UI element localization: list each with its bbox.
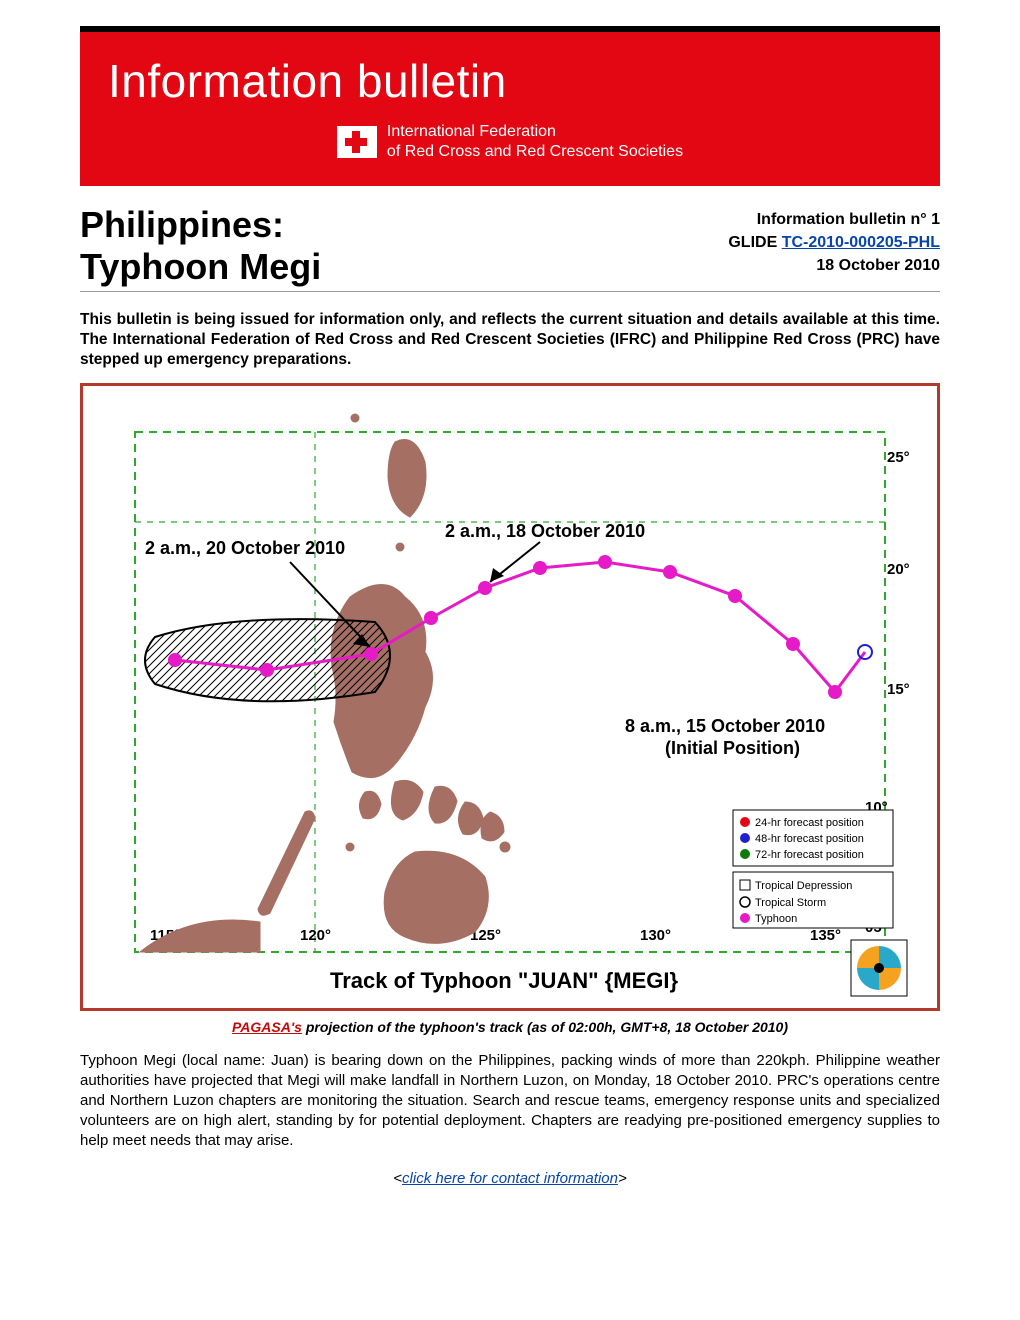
- lead-paragraph: This bulletin is being issued for inform…: [80, 310, 940, 369]
- document-page: Information bulletin International Feder…: [0, 0, 1020, 1227]
- legend-item: 72-hr forecast position: [755, 849, 864, 861]
- track-point: [424, 611, 438, 625]
- initial-position-label: 8 a.m., 15 October 2010: [625, 716, 825, 736]
- bulletin-date: 18 October 2010: [816, 257, 940, 274]
- federation-line2: of Red Cross and Red Crescent Societies: [387, 143, 683, 160]
- track-point: [598, 555, 612, 569]
- track-point: [364, 647, 378, 661]
- legend-item: Typhoon: [755, 913, 797, 925]
- lat-tick: 25°: [887, 449, 910, 466]
- track-point: [478, 581, 492, 595]
- title-line1: Philippines:: [80, 204, 284, 245]
- track-point: [828, 685, 842, 699]
- legend-item: Tropical Depression: [755, 880, 852, 892]
- federation-line: International Federation of Red Cross an…: [108, 122, 912, 164]
- arrowhead-icon: [490, 568, 504, 582]
- map-title: Track of Typhoon "JUAN" {MEGI}: [330, 968, 678, 993]
- lat-tick: 20°: [887, 561, 910, 578]
- track-point: [168, 653, 182, 667]
- lon-tick: 135°: [810, 927, 841, 944]
- glide-prefix: GLIDE: [728, 234, 781, 251]
- lon-tick: 120°: [300, 927, 331, 944]
- initial-position-label2: (Initial Position): [665, 738, 800, 758]
- lon-tick: 130°: [640, 927, 671, 944]
- glide-link[interactable]: TC-2010-000205-PHL: [782, 234, 940, 251]
- banner-title: Information bulletin: [108, 54, 912, 108]
- track-point: [728, 589, 742, 603]
- map-legend: 24-hr forecast position 48-hr forecast p…: [733, 810, 893, 928]
- pagasa-logo-icon: [851, 940, 907, 996]
- title-meta: Information bulletin n° 1 GLIDE TC-2010-…: [728, 204, 940, 278]
- federation-line1: International Federation: [387, 123, 556, 140]
- title-line2: Typhoon Megi: [80, 246, 321, 287]
- legend-item: 48-hr forecast position: [755, 833, 864, 845]
- contact-suffix: >: [618, 1170, 627, 1187]
- banner: Information bulletin International Feder…: [80, 26, 940, 186]
- track-point: [533, 561, 547, 575]
- info-bulletin-number: Information bulletin n° 1: [757, 211, 940, 228]
- contact-prefix: <: [393, 1170, 402, 1187]
- track-point: [786, 637, 800, 651]
- federation-text: International Federation of Red Cross an…: [387, 122, 683, 162]
- title-row: Philippines: Typhoon Megi Information bu…: [80, 198, 940, 292]
- track-point: [663, 565, 677, 579]
- track-point: [260, 663, 274, 677]
- typhoon-track-map: 25° 20° 15° 10° 05° 115° 120° 125° 130° …: [89, 392, 931, 1002]
- body-paragraph: Typhoon Megi (local name: Juan) is beari…: [80, 1051, 940, 1150]
- annotation-left: 2 a.m., 20 October 2010: [145, 538, 345, 558]
- annotation-right: 2 a.m., 18 October 2010: [445, 521, 645, 541]
- legend-item: Tropical Storm: [755, 897, 826, 909]
- pagasa-link[interactable]: PAGASA's: [232, 1019, 302, 1035]
- lat-tick: 15°: [887, 681, 910, 698]
- legend-item: 24-hr forecast position: [755, 817, 864, 829]
- caption-text: projection of the typhoon's track (as of…: [302, 1019, 788, 1035]
- document-title: Philippines: Typhoon Megi: [80, 204, 321, 289]
- map-caption: PAGASA's projection of the typhoon's tra…: [80, 1019, 940, 1035]
- contact-link[interactable]: click here for contact information: [402, 1170, 618, 1187]
- redcross-icon: [337, 126, 377, 158]
- contact-line: <click here for contact information>: [80, 1170, 940, 1187]
- map-frame: 25° 20° 15° 10° 05° 115° 120° 125° 130° …: [80, 383, 940, 1011]
